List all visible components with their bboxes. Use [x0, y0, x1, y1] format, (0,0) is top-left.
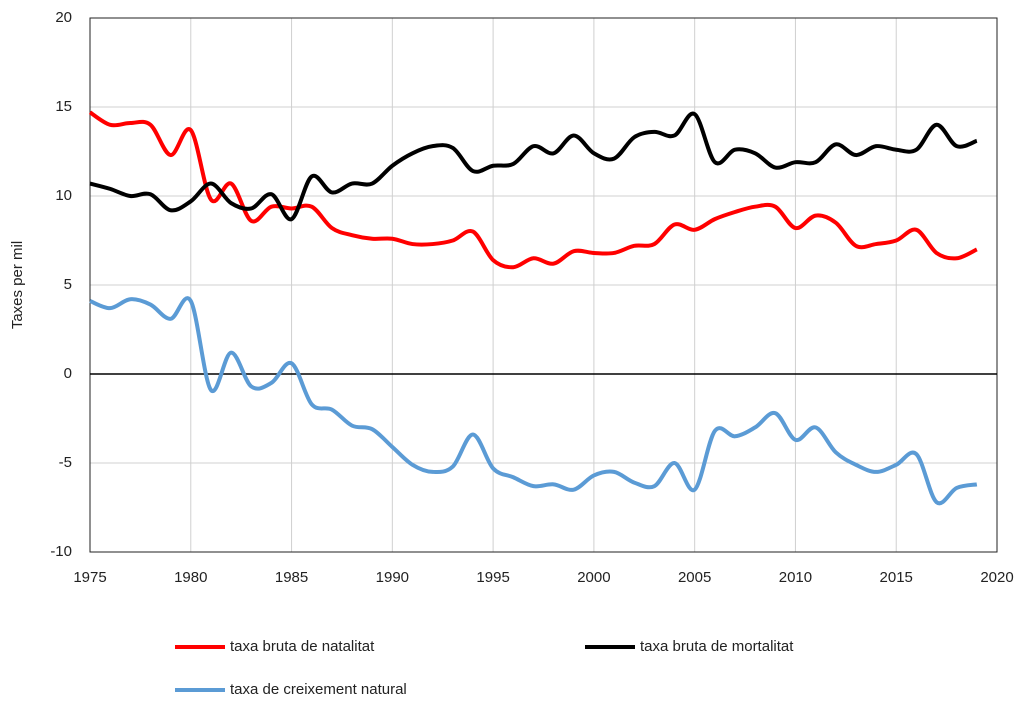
- y-tick-label: 15: [55, 98, 72, 115]
- x-tick-label: 2005: [678, 569, 711, 586]
- legend-label: taxa de creixement natural: [230, 681, 407, 698]
- y-axis-label: Taxes per mil: [9, 241, 26, 329]
- x-tick-label: 2000: [577, 569, 610, 586]
- y-tick-label: 20: [55, 9, 72, 26]
- series-line: [89, 111, 978, 222]
- x-tick-label: 2020: [980, 569, 1013, 586]
- x-tick-label: 2015: [880, 569, 913, 586]
- x-tick-label: 1985: [275, 569, 308, 586]
- x-tick-label: 2010: [779, 569, 812, 586]
- y-tick-label: 10: [55, 187, 72, 204]
- x-tick-label: 1990: [376, 569, 409, 586]
- x-tick-label: 1995: [476, 569, 509, 586]
- y-tick-label: 5: [64, 276, 72, 293]
- y-tick-label: -5: [59, 454, 72, 471]
- y-tick-label: -10: [50, 543, 72, 560]
- legend-label: taxa bruta de natalitat: [230, 638, 375, 655]
- x-tick-label: 1980: [174, 569, 207, 586]
- y-tick-label: 0: [64, 365, 72, 382]
- legend-label: taxa bruta de mortalitat: [640, 638, 794, 655]
- x-tick-label: 1975: [73, 569, 106, 586]
- series-line: [89, 296, 978, 506]
- series-line: [88, 110, 978, 270]
- plot-frame: [89, 17, 998, 553]
